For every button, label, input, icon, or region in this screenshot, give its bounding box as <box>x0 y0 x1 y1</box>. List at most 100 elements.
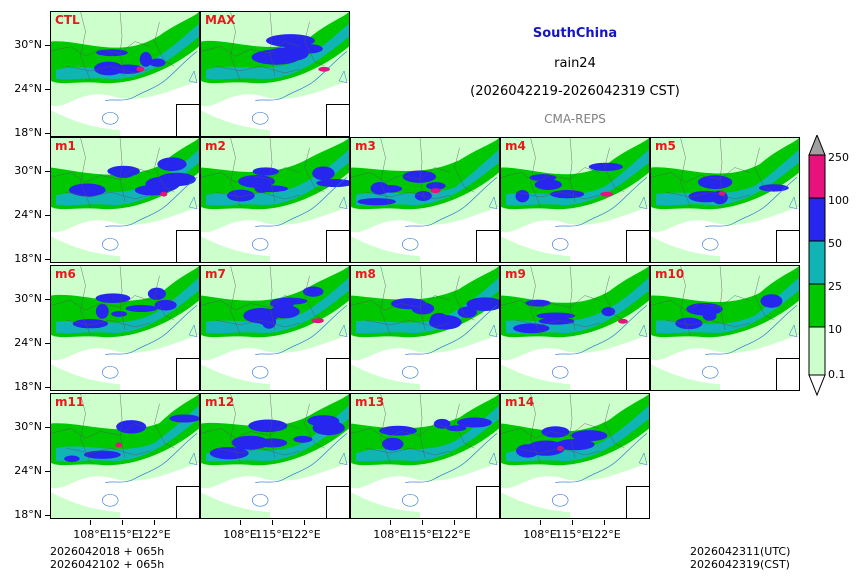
map-panel-m4: m4 <box>500 137 650 263</box>
colorbar-label-50: 50 <box>828 237 842 250</box>
variable-title: rain24 <box>554 56 596 71</box>
map-panel-m8: m8 <box>350 265 500 391</box>
colorbar-label-10: 10 <box>828 323 842 336</box>
colorbar <box>808 135 826 397</box>
lat-tick <box>45 387 50 388</box>
init-time-line2: 2026042102 + 065h <box>50 558 165 571</box>
lat-tick <box>45 133 50 134</box>
panel-label: m3 <box>355 139 376 153</box>
map-panel-max: MAX <box>200 11 350 137</box>
panel-label: m10 <box>655 267 685 281</box>
south-china-sea-inset <box>626 358 649 390</box>
south-china-sea-inset <box>326 104 349 136</box>
period-title: (2026042219-2026042319 CST) <box>470 84 680 99</box>
lat-label: 24°N <box>14 336 42 349</box>
rainfall-field <box>51 394 199 518</box>
rainfall-field <box>501 394 649 518</box>
south-china-sea-inset <box>776 230 799 262</box>
south-china-sea-inset <box>776 358 799 390</box>
valid-time-cst: 2026042319(CST) <box>690 558 790 571</box>
lon-tick <box>154 520 155 525</box>
panel-label: m8 <box>355 267 376 281</box>
panel-label: m5 <box>655 139 676 153</box>
lat-label: 30°N <box>14 292 42 305</box>
map-panel-ctl: CTL <box>50 11 200 137</box>
panel-label: m14 <box>505 395 535 409</box>
lon-label: 108°E <box>373 528 407 541</box>
panel-label: m7 <box>205 267 226 281</box>
panel-label: m9 <box>505 267 526 281</box>
south-china-sea-inset <box>176 486 199 518</box>
lon-tick <box>390 520 391 525</box>
panel-label: CTL <box>55 13 80 27</box>
lat-tick <box>45 215 50 216</box>
rainfall-field <box>201 266 349 390</box>
lat-tick <box>45 259 50 260</box>
panel-label: m11 <box>55 395 85 409</box>
lon-tick <box>422 520 423 525</box>
lat-tick <box>45 45 50 46</box>
lat-label: 30°N <box>14 420 42 433</box>
lon-label: 122°E <box>137 528 171 541</box>
lon-tick <box>540 520 541 525</box>
rainfall-field <box>51 138 199 262</box>
lon-label: 122°E <box>587 528 621 541</box>
colorbar-under-arrow <box>808 374 826 397</box>
colorbar-bin-50 <box>808 240 826 285</box>
colorbar-label-250: 250 <box>828 151 849 164</box>
lat-label: 18°N <box>14 126 42 139</box>
south-china-sea-inset <box>326 358 349 390</box>
rainfall-field <box>651 138 799 262</box>
map-panel-m2: m2 <box>200 137 350 263</box>
south-china-sea-inset <box>176 230 199 262</box>
rainfall-field <box>351 394 499 518</box>
south-china-sea-inset <box>476 230 499 262</box>
lon-tick <box>304 520 305 525</box>
map-panel-m7: m7 <box>200 265 350 391</box>
lon-tick <box>240 520 241 525</box>
south-china-sea-inset <box>476 486 499 518</box>
rainfall-field <box>51 266 199 390</box>
map-panel-m12: m12 <box>200 393 350 519</box>
lon-label: 122°E <box>437 528 471 541</box>
colorbar-label-100: 100 <box>828 194 849 207</box>
rainfall-field <box>201 12 349 136</box>
lon-label: 108°E <box>223 528 257 541</box>
valid-time-utc: 2026042311(UTC) <box>690 545 791 558</box>
rainfall-field <box>351 266 499 390</box>
lat-label: 18°N <box>14 252 42 265</box>
lon-label: 115°E <box>105 528 139 541</box>
panel-label: m13 <box>355 395 385 409</box>
lat-label: 24°N <box>14 208 42 221</box>
lon-tick <box>272 520 273 525</box>
colorbar-over-arrow <box>808 135 826 156</box>
lon-tick <box>122 520 123 525</box>
lat-tick <box>45 89 50 90</box>
map-panel-m6: m6 <box>50 265 200 391</box>
lat-tick <box>45 171 50 172</box>
lon-tick <box>604 520 605 525</box>
south-china-sea-inset <box>176 104 199 136</box>
lat-label: 30°N <box>14 164 42 177</box>
rainfall-field <box>51 12 199 136</box>
colorbar-label-25: 25 <box>828 280 842 293</box>
colorbar-bin-10 <box>808 326 826 376</box>
south-china-sea-inset <box>626 230 649 262</box>
lat-tick <box>45 299 50 300</box>
init-time-line1: 2026042018 + 065h <box>50 545 165 558</box>
map-panel-m5: m5 <box>650 137 800 263</box>
lat-tick <box>45 515 50 516</box>
map-panel-m13: m13 <box>350 393 500 519</box>
rainfall-field <box>501 266 649 390</box>
south-china-sea-inset <box>326 230 349 262</box>
panel-label: m4 <box>505 139 526 153</box>
colorbar-bin-25 <box>808 283 826 328</box>
rainfall-field <box>651 266 799 390</box>
lat-tick <box>45 427 50 428</box>
lon-tick <box>90 520 91 525</box>
lat-tick <box>45 471 50 472</box>
panel-label: m6 <box>55 267 76 281</box>
lon-tick <box>572 520 573 525</box>
south-china-sea-inset <box>326 486 349 518</box>
lon-label: 122°E <box>287 528 321 541</box>
